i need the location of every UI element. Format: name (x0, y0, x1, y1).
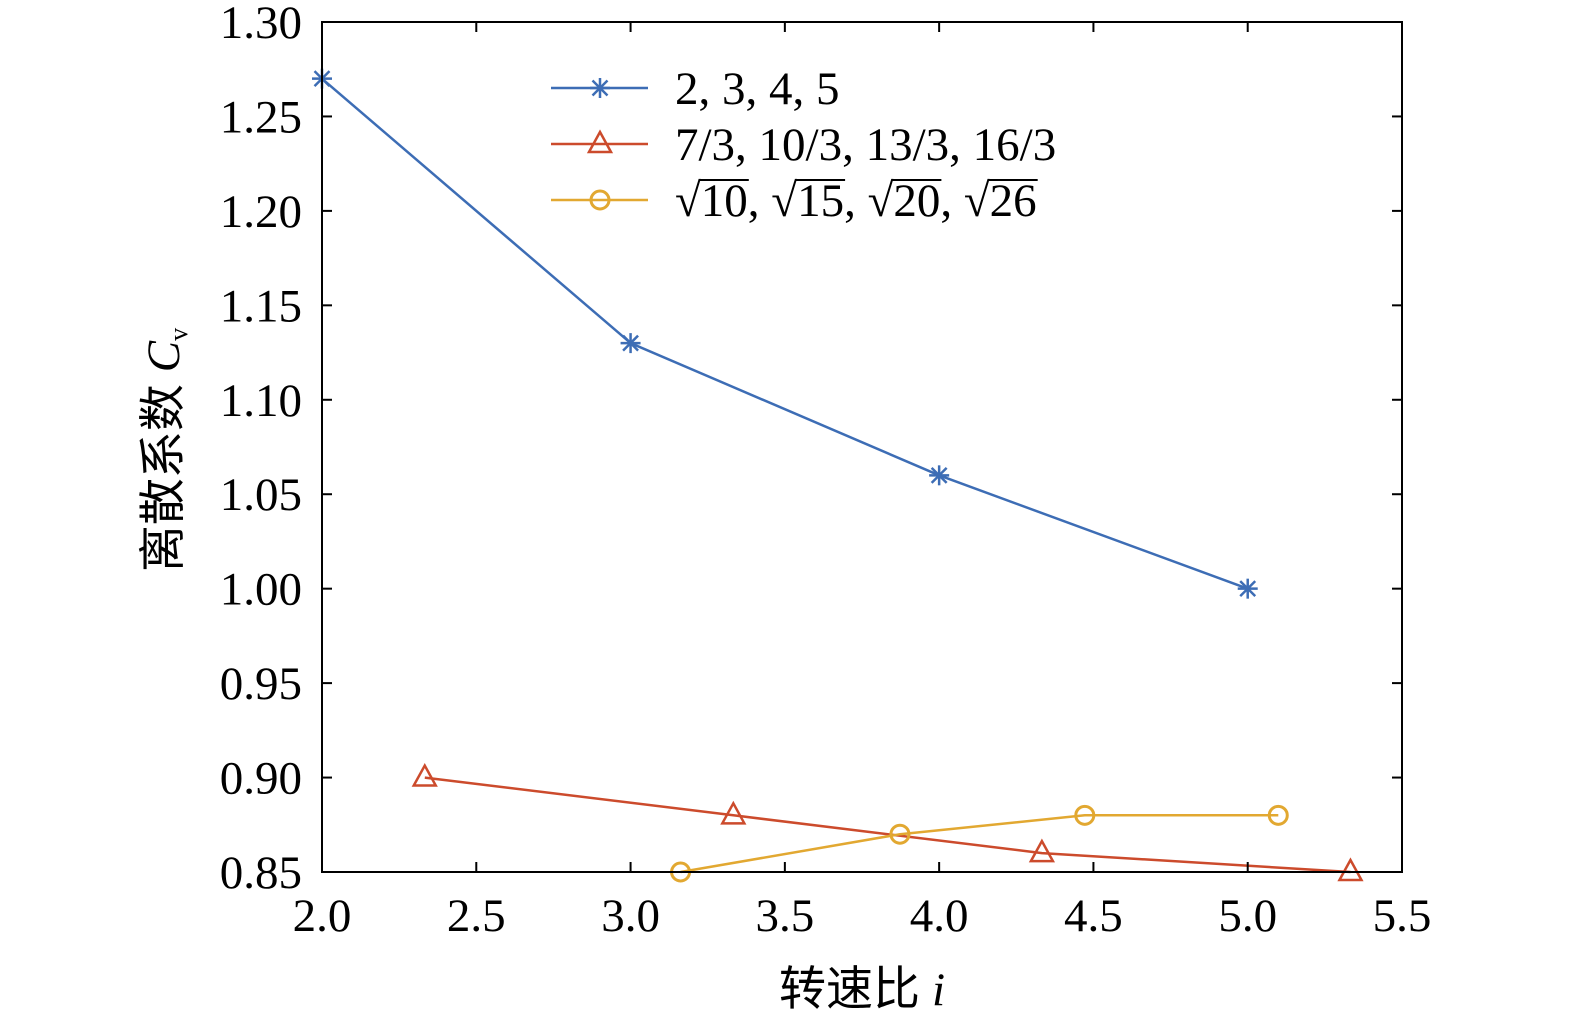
data-point (929, 465, 950, 486)
triangle-shape (720, 800, 747, 825)
legend-item-3: √10, √15, √20, √26 (551, 175, 1038, 227)
data-point (1074, 804, 1096, 826)
triangle-shape (1028, 838, 1056, 863)
legend-label: 2, 3, 4, 5 (675, 63, 840, 115)
legend-label: √10, √15, √20, √26 (675, 175, 1037, 227)
x-tick-label: 4.0 (910, 890, 969, 942)
y-axis-label-subscript: v (164, 328, 193, 341)
circle-shape (889, 823, 911, 845)
y-tick-label: 1.25 (220, 91, 302, 143)
x-axis-label: 转速比 i (779, 964, 945, 1016)
y-tick-label: 0.85 (220, 847, 302, 899)
x-tick-label: 3.0 (601, 890, 660, 942)
series-line (424, 776, 1351, 874)
x-tick-label: 5.5 (1373, 890, 1432, 942)
tick-labels: 2.0 2.5 3.0 3.5 4.0 4.5 5.0 5.5 0.85 0.90 0.95 1.00… (220, 0, 1432, 942)
y-axis-label-text: 离散系数 (138, 384, 190, 572)
x-tick-label: 2.5 (447, 890, 506, 942)
x-tick-label: 5.0 (1218, 890, 1277, 942)
x-axis-label-symbol: i (932, 964, 945, 1016)
data-point (1337, 857, 1364, 882)
legend-marker (589, 189, 611, 211)
x-tick-label: 3.5 (755, 890, 814, 942)
series-line (321, 77, 1249, 590)
series-1 (312, 68, 1258, 599)
y-tick-label: 0.90 (220, 753, 302, 805)
data-point (1237, 578, 1258, 599)
x-tick-label: 2.0 (293, 890, 352, 942)
asterisk-stroke (591, 79, 609, 97)
legend-item-1: 2, 3, 4, 5 (551, 63, 840, 115)
legend: 2, 3, 4, 57/3, 10/3, 13/3, 16/3√10, √15,… (551, 63, 1056, 227)
y-axis-label: 离散系数 Cv (138, 328, 193, 572)
asterisk-stroke (622, 334, 639, 352)
data-point (1028, 838, 1056, 863)
series-3 (670, 804, 1289, 883)
triangle-shape (411, 762, 438, 787)
series-layer (312, 68, 1364, 883)
triangle-shape (586, 129, 614, 154)
data-point (1267, 804, 1289, 826)
y-tick-label: 0.95 (220, 658, 302, 710)
x-axis-label-text: 转速比 (779, 964, 920, 1016)
x-tick-label: 4.5 (1064, 890, 1123, 942)
data-point (889, 823, 911, 845)
data-point (620, 333, 641, 354)
circle-shape (1074, 804, 1096, 826)
y-tick-label: 1.15 (220, 280, 302, 332)
legend-label: 7/3, 10/3, 13/3, 16/3 (675, 119, 1056, 171)
asterisk-stroke (930, 466, 948, 484)
y-tick-label: 1.00 (220, 564, 302, 616)
series-line (680, 814, 1279, 874)
series-2 (411, 762, 1364, 882)
y-axis-label-symbol: C (138, 340, 190, 372)
circle-shape (1267, 804, 1289, 826)
y-tick-label: 1.20 (220, 186, 302, 238)
legend-item-2: 7/3, 10/3, 13/3, 16/3 (551, 119, 1056, 171)
asterisk-stroke (1239, 580, 1257, 598)
circle-shape (589, 189, 611, 211)
data-point (411, 762, 438, 787)
plot-frame (321, 21, 1403, 873)
y-tick-label: 1.10 (220, 375, 302, 427)
legend-marker (590, 78, 610, 98)
data-point (720, 800, 747, 825)
legend-marker (586, 129, 614, 154)
triangle-shape (1337, 857, 1364, 882)
y-tick-label: 1.30 (220, 0, 302, 49)
y-tick-label: 1.05 (220, 469, 302, 521)
